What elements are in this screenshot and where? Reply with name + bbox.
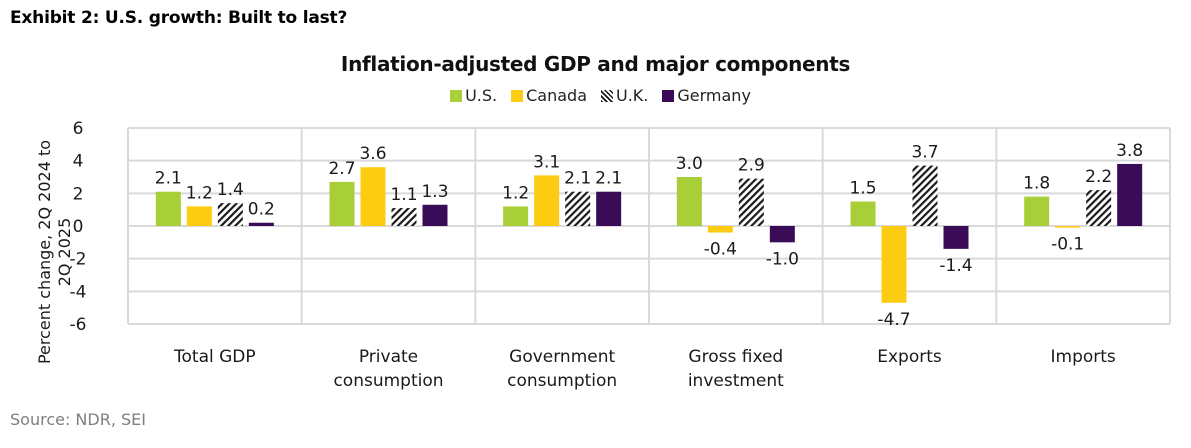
bar-germany (1117, 163, 1143, 226)
data-label: 3.7 (911, 143, 938, 163)
category-label: Gross fixed (688, 347, 783, 367)
data-label: 1.2 (186, 183, 213, 203)
y-axis: 6 4 2 0 -2 -4 -6 (70, 119, 87, 335)
data-label: -1.0 (766, 249, 799, 269)
legend-item-us: U.S. (450, 86, 497, 105)
data-label: -0.4 (704, 240, 737, 260)
bar-uk (391, 208, 417, 226)
data-label: 0.2 (248, 200, 275, 220)
x-axis: Total GDP Private consumption Government con… (173, 347, 1116, 391)
bar-canada (1055, 226, 1081, 228)
legend-swatch-us (450, 89, 463, 102)
legend-item-uk: U.K. (601, 86, 648, 105)
category-label: Private (359, 347, 418, 367)
legend-item-canada: Canada (511, 86, 587, 105)
bar-uk (912, 165, 938, 226)
source-note: Source: NDR, SEI (10, 410, 146, 429)
bar-us (329, 181, 355, 226)
bar-us (503, 206, 529, 226)
data-label: 1.1 (390, 185, 417, 205)
data-label: 1.5 (849, 179, 876, 199)
data-label: 3.0 (676, 154, 703, 174)
legend-swatch-canada (511, 89, 524, 102)
bar-us (850, 201, 876, 226)
category-label: consumption (333, 371, 443, 391)
bar-canada (360, 167, 386, 226)
bar-uk (1086, 190, 1112, 226)
legend-label-germany: Germany (677, 86, 751, 105)
bar-canada (881, 226, 907, 303)
legend-swatch-uk (601, 89, 613, 102)
category-label: investment (688, 371, 784, 391)
y-tick-label: -6 (70, 315, 87, 335)
bar-canada (186, 206, 212, 226)
bar-uk (217, 203, 243, 226)
bar-germany (422, 204, 448, 226)
data-label: 2.1 (595, 169, 622, 189)
category-label: Total GDP (173, 347, 256, 367)
data-label: 1.2 (502, 183, 529, 203)
data-label: 2.2 (1085, 167, 1112, 187)
data-label: -0.1 (1051, 235, 1084, 255)
bar-uk (738, 178, 764, 226)
legend: U.S. Canada U.K. Germany (0, 86, 1191, 105)
y-tick-label: 2 (73, 184, 84, 204)
data-label: 1.8 (1023, 174, 1050, 194)
y-tick-label: -4 (70, 282, 87, 302)
legend-label-canada: Canada (526, 86, 587, 105)
bar-germany (596, 191, 622, 226)
category-label: Imports (1051, 347, 1116, 367)
data-labels: 2.11.2 1.40.22.73.61.1 1.3 1.23.12.1 2.13.0-… (155, 141, 1143, 330)
category-label: Exports (877, 347, 942, 367)
data-label: -4.7 (877, 310, 910, 330)
exhibit-title: Exhibit 2: U.S. growth: Built to last? (10, 8, 348, 28)
bar-canada (534, 175, 560, 226)
y-tick-label: 0 (73, 217, 84, 237)
bar-germany (943, 226, 969, 249)
data-label: 2.1 (564, 169, 591, 189)
legend-swatch-germany (662, 89, 675, 102)
bar-canada (707, 226, 733, 233)
data-label: 1.3 (421, 182, 448, 202)
y-axis-title-line: Percent change, 2Q 2024 to (35, 140, 54, 364)
data-label: 3.1 (533, 152, 560, 172)
legend-item-germany: Germany (662, 86, 751, 105)
gridlines (127, 127, 1171, 325)
bars (155, 163, 1143, 303)
category-label: consumption (507, 371, 617, 391)
chart-title: Inflation-adjusted GDP and major compone… (340, 52, 851, 76)
data-label: 3.8 (1116, 141, 1143, 161)
data-label: 2.1 (155, 169, 182, 189)
y-tick-label: -2 (70, 250, 87, 270)
data-label: 2.7 (328, 159, 355, 179)
data-label: 3.6 (359, 144, 386, 164)
category-label: Government (509, 347, 615, 367)
data-label: -1.4 (939, 256, 972, 276)
bar-germany (769, 226, 795, 243)
bar-germany (248, 222, 274, 226)
y-tick-label: 4 (73, 152, 84, 172)
data-label: 1.4 (217, 180, 244, 200)
bar-us (155, 191, 181, 226)
bar-us (1024, 196, 1050, 226)
y-tick-label: 6 (73, 119, 84, 139)
data-label: 2.9 (738, 156, 765, 176)
bar-uk (565, 191, 591, 226)
bar-us (676, 177, 702, 226)
legend-label-uk: U.K. (616, 86, 649, 105)
legend-label-us: U.S. (465, 86, 498, 105)
y-axis-title-line: 2Q 2025 (55, 218, 74, 287)
y-axis-title: Percent change, 2Q 2024 to 2Q 2025 (35, 140, 74, 364)
